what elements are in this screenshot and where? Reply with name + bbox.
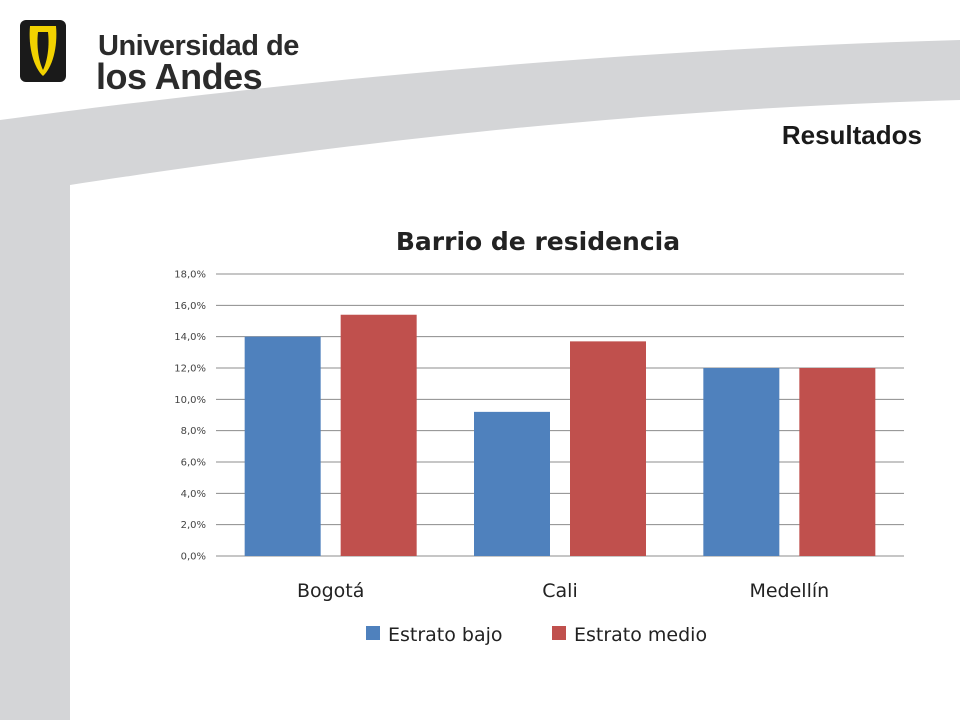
logo-emblem-icon	[20, 20, 66, 82]
x-category-label: Medellín	[749, 580, 829, 602]
gridlines	[216, 273, 904, 557]
y-tick-label: 16,0%	[174, 301, 206, 312]
y-tick-label: 8,0%	[181, 426, 206, 437]
header-swoosh	[0, 40, 960, 720]
y-tick-label: 4,0%	[181, 489, 206, 500]
y-axis-ticks: 0,0% 2,0% 4,0% 6,0% 8,0% 10,0% 12,0% 14,0% 16,0%…	[174, 270, 206, 563]
legend-label: Estrato bajo	[388, 624, 503, 646]
logo-line1: Universidad de	[98, 30, 299, 62]
bar	[474, 411, 550, 556]
bar	[703, 368, 780, 556]
x-axis-categories: Bogotá Cali Medellín	[297, 580, 829, 602]
bar	[799, 368, 876, 556]
bar	[340, 314, 417, 556]
y-tick-label: 2,0%	[181, 520, 206, 531]
x-category-label: Bogotá	[297, 580, 364, 602]
y-tick-label: 10,0%	[174, 395, 206, 406]
logo-line2: los Andes	[96, 56, 263, 97]
bars	[244, 314, 876, 556]
university-logo: Universidad de los Andes	[18, 18, 299, 97]
x-category-label: Cali	[542, 580, 577, 602]
y-tick-label: 12,0%	[174, 364, 206, 375]
y-tick-label: 6,0%	[181, 458, 206, 469]
legend-swatch	[552, 626, 566, 640]
y-tick-label: 0,0%	[181, 552, 206, 563]
bar	[244, 336, 321, 556]
y-tick-label: 18,0%	[174, 270, 206, 281]
bar	[570, 341, 646, 556]
legend-swatch	[366, 626, 380, 640]
legend-label: Estrato medio	[574, 624, 707, 646]
legend: Estrato bajo Estrato medio	[366, 624, 707, 646]
chart-title: Barrio de residencia	[396, 227, 680, 256]
slide-title: Resultados	[781, 120, 922, 150]
y-tick-label: 14,0%	[174, 332, 206, 343]
